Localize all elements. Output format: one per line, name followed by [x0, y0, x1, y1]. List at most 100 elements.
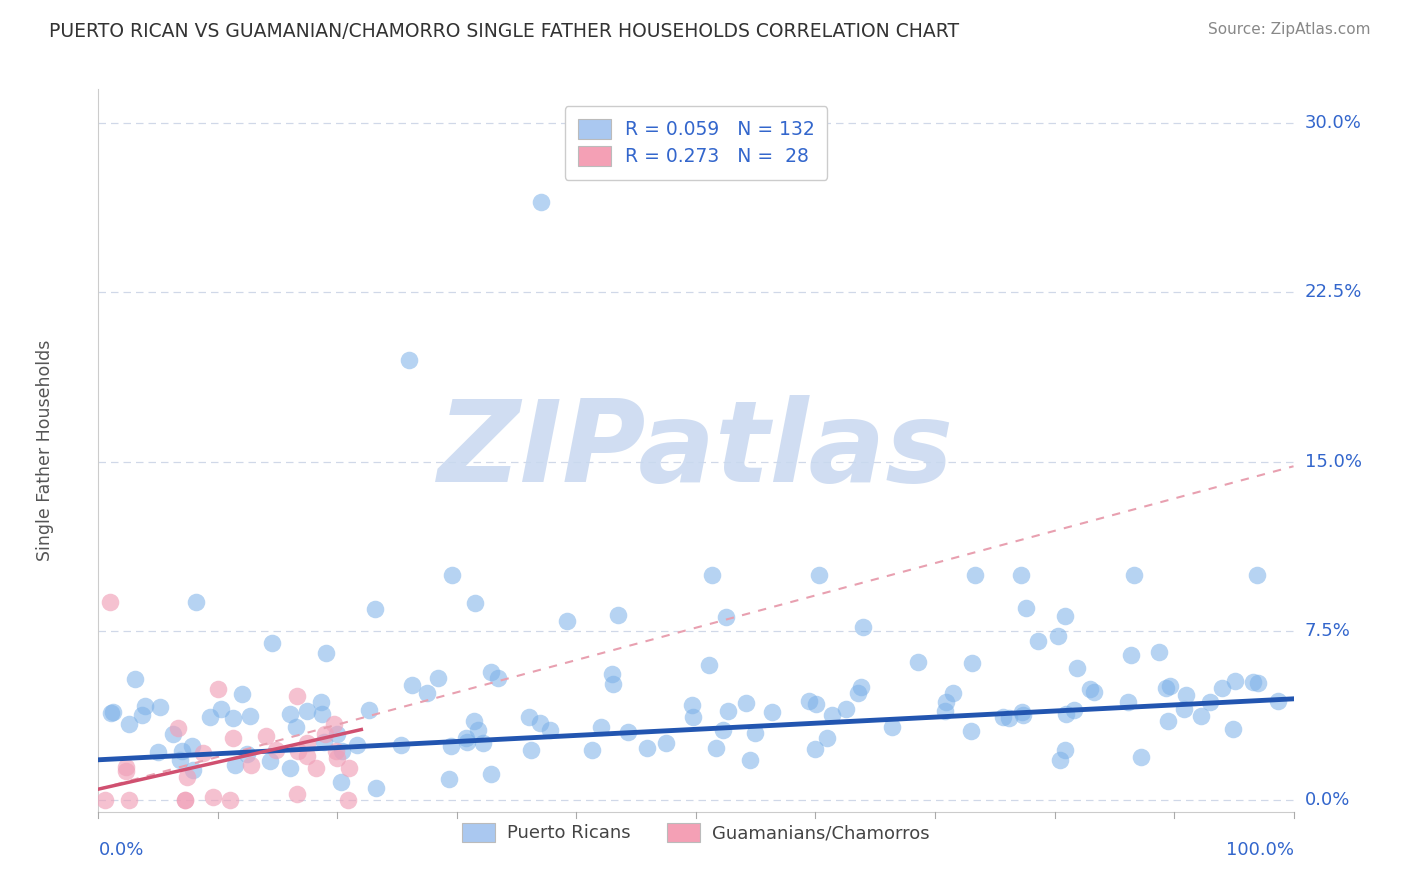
Point: [114, 760, 136, 774]
Point: [314, 735, 336, 749]
Point: [398, 353, 420, 368]
Point: [941, 686, 963, 700]
Point: [1159, 679, 1181, 693]
Text: 0.0%: 0.0%: [1305, 791, 1350, 809]
Point: [486, 671, 509, 685]
Point: [191, 746, 214, 760]
Point: [285, 787, 308, 801]
Point: [1246, 567, 1268, 582]
Point: [1123, 567, 1146, 582]
Point: [1083, 685, 1105, 699]
Point: [479, 766, 502, 780]
Point: [761, 705, 783, 719]
Text: 0.0%: 0.0%: [98, 840, 143, 859]
Point: [1199, 695, 1222, 709]
Point: [184, 595, 207, 609]
Point: [278, 761, 301, 775]
Point: [479, 665, 502, 679]
Point: [734, 696, 756, 710]
Point: [1011, 706, 1033, 720]
Point: [797, 694, 820, 708]
Point: [148, 745, 170, 759]
Point: [655, 736, 678, 750]
Point: [538, 723, 561, 738]
Point: [266, 743, 288, 757]
Point: [1011, 708, 1033, 723]
Point: [309, 695, 332, 709]
Point: [907, 655, 929, 669]
Point: [1054, 743, 1077, 757]
Point: [1015, 601, 1038, 615]
Point: [711, 723, 734, 738]
Legend: Puerto Ricans, Guamanians/Chamorros: Puerto Ricans, Guamanians/Chamorros: [456, 815, 936, 850]
Point: [287, 744, 309, 758]
Point: [617, 725, 640, 739]
Point: [697, 657, 720, 672]
Point: [717, 705, 740, 719]
Point: [738, 754, 761, 768]
Point: [806, 697, 828, 711]
Point: [440, 567, 463, 582]
Point: [1047, 629, 1070, 643]
Point: [963, 567, 986, 582]
Point: [326, 727, 349, 741]
Point: [357, 703, 380, 717]
Point: [1049, 753, 1071, 767]
Point: [589, 720, 612, 734]
Point: [815, 731, 838, 745]
Point: [366, 780, 388, 795]
Point: [1063, 702, 1085, 716]
Point: [471, 736, 494, 750]
Point: [209, 702, 232, 716]
Point: [278, 706, 301, 721]
Point: [1066, 661, 1088, 675]
Point: [346, 738, 368, 752]
Point: [169, 753, 191, 767]
Point: [330, 744, 353, 758]
Point: [437, 772, 460, 786]
Point: [149, 700, 172, 714]
Text: 15.0%: 15.0%: [1305, 453, 1361, 471]
Point: [118, 717, 141, 731]
Point: [700, 567, 723, 582]
Point: [337, 793, 360, 807]
Point: [849, 680, 872, 694]
Point: [337, 761, 360, 775]
Point: [170, 744, 193, 758]
Point: [600, 667, 623, 681]
Point: [174, 793, 197, 807]
Point: [314, 727, 336, 741]
Text: Source: ZipAtlas.com: Source: ZipAtlas.com: [1208, 22, 1371, 37]
Point: [456, 734, 478, 748]
Point: [427, 671, 450, 685]
Point: [364, 602, 387, 616]
Point: [297, 736, 319, 750]
Point: [176, 770, 198, 784]
Point: [285, 720, 308, 734]
Point: [235, 747, 257, 761]
Point: [173, 793, 195, 807]
Point: [305, 761, 328, 775]
Point: [1267, 694, 1289, 708]
Point: [118, 793, 141, 807]
Point: [295, 704, 318, 718]
Point: [704, 740, 727, 755]
Point: [467, 723, 489, 737]
Point: [100, 706, 122, 720]
Point: [254, 729, 277, 743]
Point: [519, 742, 541, 756]
Point: [882, 720, 904, 734]
Point: [1078, 681, 1101, 696]
Point: [207, 681, 229, 696]
Point: [960, 656, 983, 670]
Point: [416, 686, 439, 700]
Point: [851, 620, 873, 634]
Point: [1026, 633, 1049, 648]
Text: 22.5%: 22.5%: [1305, 284, 1362, 301]
Point: [636, 741, 658, 756]
Point: [329, 774, 352, 789]
Point: [681, 698, 703, 712]
Point: [224, 758, 246, 772]
Point: [1173, 702, 1195, 716]
Point: [804, 741, 827, 756]
